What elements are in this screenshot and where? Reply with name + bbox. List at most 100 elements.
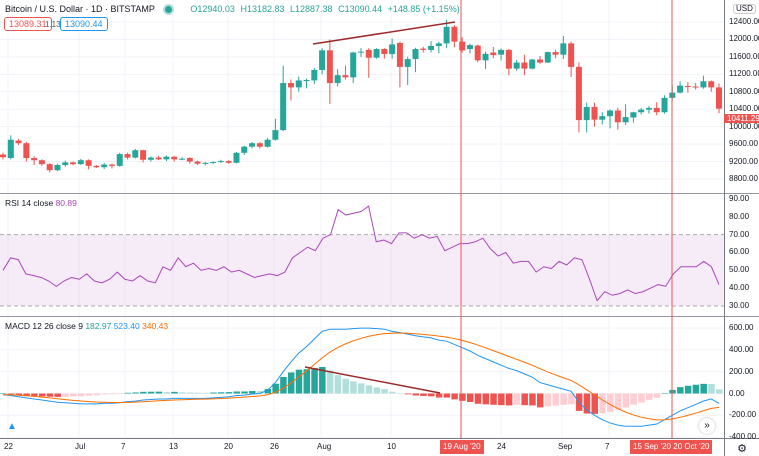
time-tick-label: 20: [224, 442, 233, 451]
price-tick-label: 9600.00: [729, 139, 758, 149]
macd-histogram-bar: [163, 392, 170, 394]
macd-histogram-bar: [101, 393, 108, 395]
candle-body: [46, 164, 53, 171]
macd-histogram-bar: [186, 392, 194, 394]
rsi-label: RSI 14 close: [5, 198, 54, 208]
collapse-pane-icon[interactable]: ▲: [7, 421, 17, 432]
candle-body: [155, 157, 162, 160]
macd-histogram-bar: [342, 378, 349, 394]
candle-body: [700, 81, 707, 88]
candle-body: [7, 139, 14, 159]
macd-histogram-bar: [653, 393, 661, 398]
candle-body: [0, 154, 6, 158]
price-tick-label: 10000.00: [729, 121, 759, 131]
candle-body: [334, 75, 341, 84]
candle-body: [560, 43, 567, 55]
macd-histogram-bar: [428, 393, 435, 397]
price-tick-label: 12400.00: [729, 17, 759, 26]
macd-histogram-bar: [607, 393, 614, 412]
rsi-tick-label: 80.00: [729, 211, 750, 221]
macd-histogram-bar: [0, 393, 7, 394]
macd-histogram-bar: [93, 393, 100, 396]
sell-button[interactable]: 13089.31: [4, 17, 52, 31]
time-tick-label: 7: [605, 442, 610, 451]
candle-body: [326, 50, 333, 84]
macd-histogram-bar: [85, 393, 93, 396]
macd-histogram-bar: [700, 383, 707, 394]
settings-gear-icon[interactable]: ⚙: [737, 443, 747, 455]
macd-histogram-bar: [319, 366, 326, 394]
rsi-tick-label: 70.00: [729, 229, 750, 239]
ohlc-low: L12887.38: [290, 4, 333, 14]
rsi-tick-label: 90.00: [729, 194, 750, 203]
macd-histogram-bar: [31, 393, 38, 397]
candle-body: [568, 43, 575, 67]
scroll-to-realtime-icon[interactable]: »: [699, 418, 715, 434]
candle-body: [225, 161, 232, 163]
macd-histogram-bar: [171, 391, 178, 394]
symbol-title[interactable]: Bitcoin / U.S. Dollar · 1D · BITSTAMP: [5, 4, 155, 14]
candle-body: [202, 162, 209, 164]
macd-histogram-bar: [217, 392, 225, 394]
candle-body: [85, 160, 92, 166]
macd-histogram-bar: [326, 370, 334, 394]
candle-body: [607, 110, 614, 117]
candle-body: [365, 49, 372, 58]
macd-histogram-bar: [638, 393, 645, 403]
candle-body: [124, 154, 131, 158]
spread-value: 1.13: [45, 20, 61, 29]
price-tick-label: 9200.00: [729, 156, 758, 166]
macd-trendline: [304, 366, 441, 394]
candle-body: [420, 48, 427, 50]
macd-histogram-bar: [435, 393, 443, 398]
candle-body: [614, 110, 621, 123]
macd-line-value: 523.40: [113, 321, 140, 331]
macd-histogram-bar: [116, 393, 124, 394]
macd-histogram-bar: [661, 393, 669, 394]
macd-histogram-bar: [396, 392, 404, 394]
macd-histogram-bar: [505, 393, 513, 406]
rsi-tick-label: 30.00: [729, 300, 750, 310]
macd-histogram-bar: [529, 393, 536, 406]
macd-histogram-bar: [412, 393, 419, 396]
crosshair-date-label-2: 15 Sep '20 20 Oct '20: [630, 440, 713, 454]
macd-histogram-bar: [459, 393, 466, 401]
candle-body: [412, 49, 419, 60]
market-status-icon: [164, 6, 172, 13]
candle-body: [186, 158, 193, 162]
macd-histogram-bar: [684, 385, 692, 394]
macd-histogram-bar: [568, 393, 575, 405]
buy-button[interactable]: 13090.44: [60, 17, 108, 31]
macd-histogram-bar: [630, 393, 637, 405]
macd-histogram-bar: [645, 393, 653, 400]
macd-histogram-bar: [365, 385, 373, 394]
candle-body: [552, 52, 559, 55]
macd-histogram-bar: [513, 393, 521, 405]
macd-histogram-bar: [381, 389, 388, 394]
candle-body: [70, 162, 77, 165]
candle-body: [428, 45, 435, 50]
candle-body: [443, 26, 450, 44]
macd-histogram-bar: [280, 376, 287, 394]
candle-body: [622, 117, 629, 123]
macd-histogram-bar: [350, 381, 357, 394]
macd-histogram-bar: [622, 393, 630, 408]
candle-body: [653, 107, 660, 113]
candle-body: [505, 49, 512, 69]
candle-body: [529, 59, 536, 69]
macd-histogram-bar: [256, 391, 264, 394]
price-tick-label: 8800.00: [729, 173, 758, 183]
candle-body: [684, 86, 691, 88]
currency-label[interactable]: USD: [733, 4, 756, 14]
macd-histogram-bar: [552, 393, 560, 406]
candle-body: [256, 143, 263, 147]
candle-body: [661, 97, 668, 113]
macd-histogram-bar: [404, 393, 412, 395]
macd-legend: MACD 12 26 close 9 182.97 523.40 340.43: [5, 321, 168, 331]
macd-histogram-bar: [451, 393, 458, 400]
macd-histogram-bar: [443, 393, 451, 398]
price-tick-label: 10400.00: [729, 104, 759, 114]
macd-histogram-bar: [677, 387, 684, 394]
